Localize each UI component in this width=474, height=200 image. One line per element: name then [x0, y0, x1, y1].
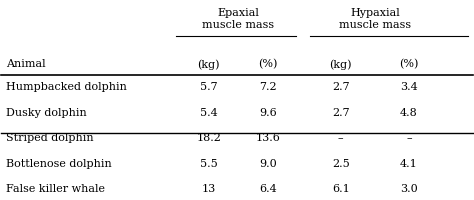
Text: (%): (%) [258, 59, 277, 69]
Text: 13.6: 13.6 [255, 132, 280, 142]
Text: 18.2: 18.2 [196, 132, 221, 142]
Text: Dusky dolphin: Dusky dolphin [6, 107, 87, 117]
Text: False killer whale: False killer whale [6, 183, 105, 193]
Text: 4.8: 4.8 [400, 107, 418, 117]
Text: Humpbacked dolphin: Humpbacked dolphin [6, 82, 127, 92]
Text: Bottlenose dolphin: Bottlenose dolphin [6, 158, 112, 168]
Text: –: – [406, 132, 412, 142]
Text: Animal: Animal [6, 59, 46, 69]
Text: 2.7: 2.7 [332, 82, 349, 92]
Text: 13: 13 [201, 183, 216, 193]
Text: 6.4: 6.4 [259, 183, 276, 193]
Text: Epaxial
muscle mass: Epaxial muscle mass [202, 8, 274, 30]
Text: 5.4: 5.4 [200, 107, 218, 117]
Text: 9.0: 9.0 [259, 158, 276, 168]
Text: 2.7: 2.7 [332, 107, 349, 117]
Text: 3.4: 3.4 [400, 82, 418, 92]
Text: 5.7: 5.7 [200, 82, 218, 92]
Text: 7.2: 7.2 [259, 82, 276, 92]
Text: 4.1: 4.1 [400, 158, 418, 168]
Text: 6.1: 6.1 [332, 183, 349, 193]
Text: (kg): (kg) [198, 59, 220, 70]
Text: –: – [338, 132, 344, 142]
Text: Striped dolphin: Striped dolphin [6, 132, 94, 142]
Text: 2.5: 2.5 [332, 158, 349, 168]
Text: (%): (%) [399, 59, 419, 69]
Text: Hypaxial
muscle mass: Hypaxial muscle mass [339, 8, 411, 30]
Text: (kg): (kg) [329, 59, 352, 70]
Text: 3.0: 3.0 [400, 183, 418, 193]
Text: 5.5: 5.5 [200, 158, 218, 168]
Text: 9.6: 9.6 [259, 107, 276, 117]
